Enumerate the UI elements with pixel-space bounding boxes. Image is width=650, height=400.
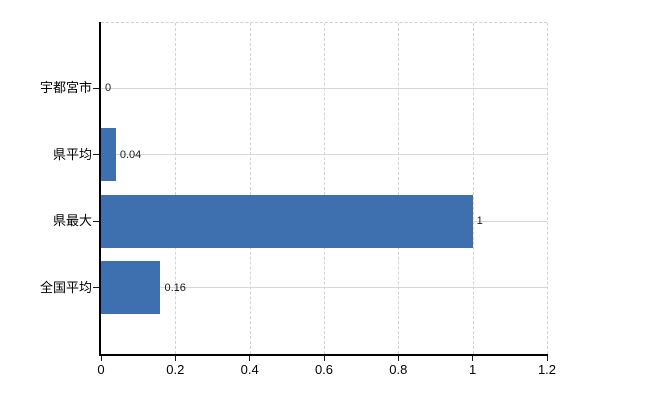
y-axis-line xyxy=(99,22,101,356)
bar-2 xyxy=(101,194,473,248)
x-tick-mark-4 xyxy=(397,356,399,361)
x-tick-mark-0 xyxy=(100,356,102,361)
v-gridline-1 xyxy=(175,23,177,354)
y-tick-mark-2 xyxy=(93,220,100,222)
bar-value-label-2: 1 xyxy=(476,215,483,228)
x-axis-line xyxy=(99,354,548,356)
x-tick-label-3: 0.6 xyxy=(314,362,334,377)
x-tick-label-4: 0.8 xyxy=(389,362,408,377)
bar-value-label-0: 0 xyxy=(105,82,112,95)
x-tick-label-6: 1.2 xyxy=(537,362,557,377)
v-gridline-4 xyxy=(398,23,400,354)
bar-value-label-1: 0.04 xyxy=(119,148,142,161)
x-tick-mark-1 xyxy=(174,356,176,361)
y-tick-mark-3 xyxy=(93,287,100,289)
plot-top-border xyxy=(101,22,547,23)
category-label-0: 宇都宮市 xyxy=(39,80,92,96)
x-tick-label-0: 0 xyxy=(97,362,105,377)
v-gridline-2 xyxy=(249,23,251,354)
x-tick-label-1: 0.2 xyxy=(166,362,185,377)
category-label-3: 全国平均 xyxy=(39,279,92,295)
v-gridline-3 xyxy=(324,23,325,354)
x-tick-mark-5 xyxy=(472,356,474,361)
category-label-1: 県平均 xyxy=(52,146,92,162)
x-tick-label-5: 1 xyxy=(469,362,477,377)
x-tick-mark-3 xyxy=(323,356,325,361)
x-tick-label-2: 0.4 xyxy=(240,362,259,377)
y-tick-mark-0 xyxy=(93,87,100,89)
x-tick-mark-2 xyxy=(249,356,251,361)
y-tick-mark-1 xyxy=(93,154,100,156)
bar-value-label-3: 0.16 xyxy=(164,281,186,294)
v-gridline-5 xyxy=(472,23,474,354)
v-gridline-6 xyxy=(547,23,548,354)
category-label-2: 県最大 xyxy=(52,213,92,229)
x-tick-mark-6 xyxy=(546,356,548,361)
bar-1 xyxy=(101,128,116,182)
bar-3 xyxy=(101,261,161,315)
